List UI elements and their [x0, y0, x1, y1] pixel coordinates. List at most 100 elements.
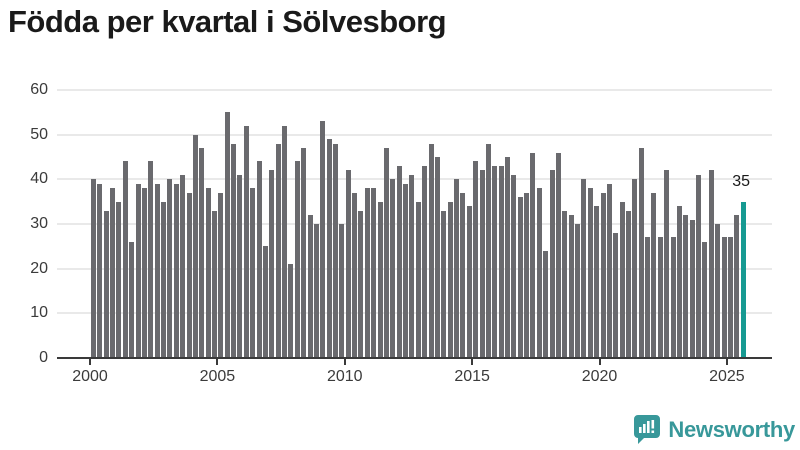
bar	[231, 143, 237, 358]
bar	[358, 210, 364, 358]
bar	[250, 188, 256, 358]
bar	[517, 197, 523, 358]
bar	[326, 139, 332, 358]
bar	[670, 237, 676, 358]
last-value-label: 35	[732, 172, 751, 190]
bar	[422, 165, 428, 358]
bar	[721, 237, 727, 358]
bar	[664, 170, 670, 358]
x-axis-label-2020: 2020	[581, 368, 618, 385]
bar	[734, 215, 740, 358]
bar	[161, 201, 167, 358]
bar	[498, 165, 504, 358]
bar	[594, 206, 600, 358]
x-axis-label-2005: 2005	[199, 368, 236, 385]
x-tick-2010	[343, 359, 346, 365]
bar	[708, 170, 714, 358]
newsworthy-logo: Newsworthy	[634, 415, 795, 444]
bar	[479, 170, 485, 358]
y-axis-label-0: 0	[39, 349, 48, 366]
bar	[454, 179, 460, 358]
bar	[651, 192, 657, 358]
bar	[473, 161, 479, 358]
x-tick-2000	[89, 359, 91, 365]
brand-name: Newsworthy	[668, 416, 795, 442]
bar	[702, 241, 708, 358]
bar	[320, 121, 326, 358]
y-axis-label-20: 20	[30, 259, 48, 277]
gridline-y10	[57, 312, 772, 315]
bar	[403, 183, 409, 358]
bar	[141, 188, 147, 358]
bar	[575, 224, 581, 358]
bar	[339, 224, 345, 358]
bar	[492, 165, 498, 358]
x-tick-2020	[598, 359, 601, 365]
y-axis-label-30: 30	[30, 215, 48, 232]
bar	[205, 188, 211, 358]
bar	[301, 148, 307, 358]
x-tick-2025	[725, 359, 728, 365]
bar	[148, 161, 154, 358]
bar	[192, 134, 198, 358]
bar	[186, 192, 192, 358]
bar	[294, 161, 300, 358]
gridline-y60	[57, 89, 772, 91]
bar	[91, 179, 96, 358]
bar	[243, 125, 249, 358]
bar	[625, 210, 631, 358]
bar	[600, 192, 606, 358]
x-axis-label-2025: 2025	[709, 368, 745, 385]
bar	[333, 143, 339, 358]
bar	[460, 192, 466, 358]
bar	[606, 183, 612, 358]
bar	[218, 192, 224, 358]
bar	[256, 161, 262, 358]
bar	[715, 224, 721, 358]
bar	[313, 224, 319, 358]
bar	[199, 148, 205, 358]
bar	[632, 179, 638, 358]
bar-chart-speech-bubble-icon	[634, 415, 661, 444]
bar	[549, 170, 555, 358]
bar	[396, 165, 402, 358]
bar	[581, 179, 587, 358]
bar	[447, 201, 453, 358]
bar	[224, 112, 230, 358]
gridline-y30	[57, 223, 772, 225]
bar	[282, 125, 288, 358]
bar	[511, 174, 517, 358]
bar	[543, 250, 549, 358]
bar	[441, 210, 447, 358]
gridline-y20	[57, 267, 772, 270]
bar	[167, 179, 173, 358]
bar	[237, 174, 243, 358]
x-axis-label-2015: 2015	[454, 368, 490, 385]
x-axis-line	[57, 357, 772, 359]
bar	[613, 232, 619, 358]
bar	[657, 237, 663, 358]
x-tick-2015	[471, 359, 474, 365]
bar	[377, 201, 383, 358]
page-title: Födda per kvartal i Sölvesborg	[8, 4, 447, 39]
y-axis-label-50: 50	[30, 125, 48, 143]
bar	[689, 219, 695, 358]
bar	[415, 201, 421, 358]
gridline-y50	[57, 133, 772, 136]
bar	[135, 183, 141, 358]
bar	[103, 210, 109, 358]
bar	[727, 237, 733, 358]
x-tick-2005	[216, 359, 219, 365]
bar	[110, 188, 116, 358]
bar	[568, 215, 574, 358]
bar	[536, 188, 542, 358]
y-axis-label-10: 10	[30, 304, 48, 322]
bar	[676, 206, 682, 358]
bar	[97, 183, 103, 358]
gridline-y40	[57, 178, 772, 181]
bar	[371, 188, 377, 358]
bar	[129, 241, 135, 358]
bar	[428, 143, 434, 358]
x-axis-label-2000: 2000	[72, 368, 108, 385]
highlighted-bar	[740, 201, 746, 358]
